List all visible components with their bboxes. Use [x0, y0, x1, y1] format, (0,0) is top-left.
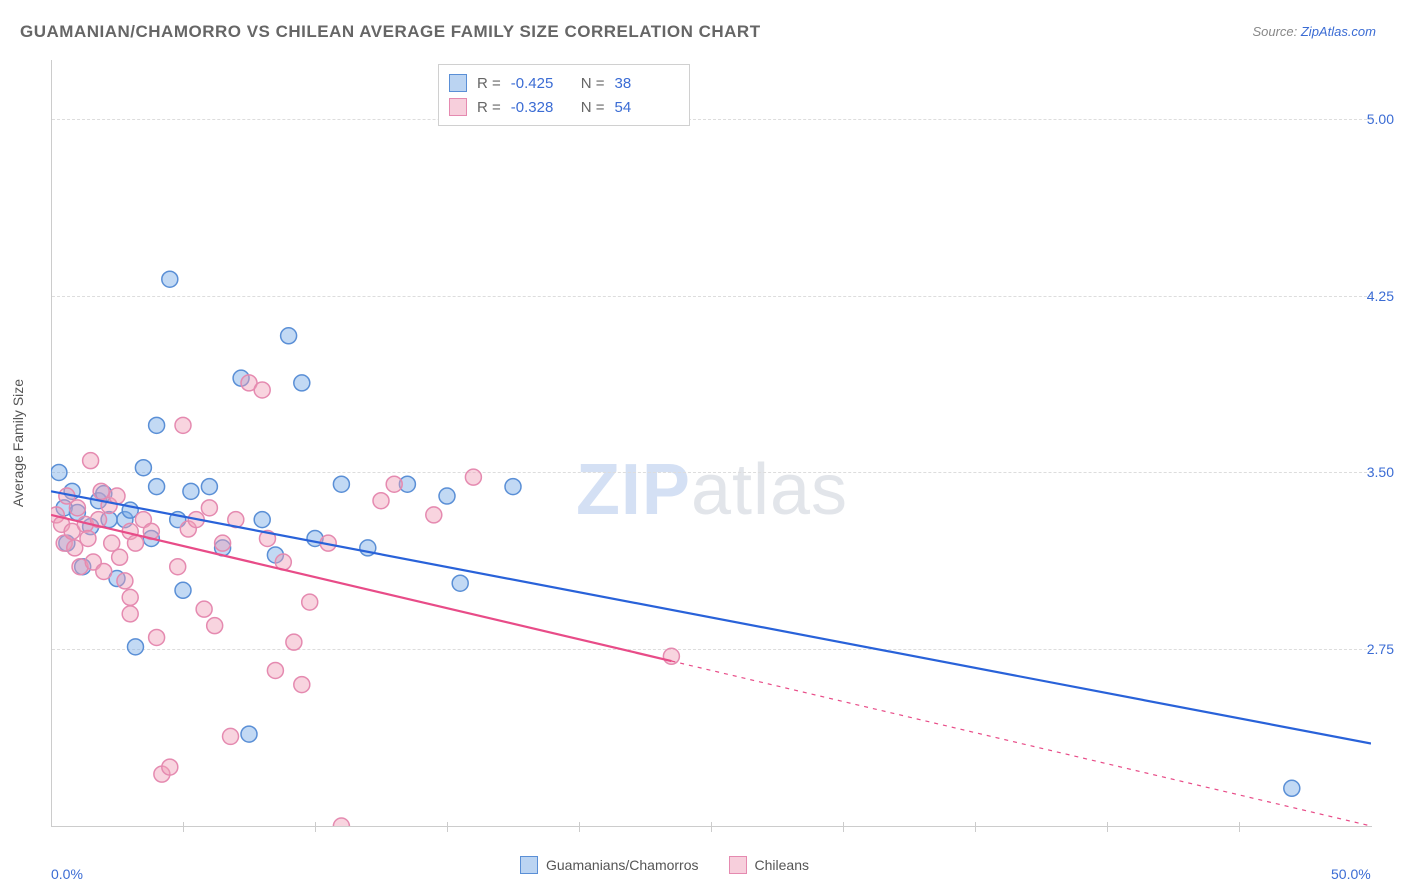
x-minor-tick: [315, 822, 316, 832]
x-minor-tick: [843, 822, 844, 832]
r-label: R =: [477, 75, 501, 92]
legend-item-chileans: Chileans: [729, 856, 809, 874]
stats-row-guamanians: R = -0.425 N = 38: [449, 71, 675, 95]
source-prefix: Source:: [1252, 24, 1300, 39]
gridline: [52, 472, 1372, 473]
source-link[interactable]: ZipAtlas.com: [1301, 24, 1376, 39]
watermark-atlas: atlas: [691, 450, 848, 530]
source-attribution: Source: ZipAtlas.com: [1252, 24, 1376, 39]
gridline: [52, 296, 1372, 297]
x-tick-label: 50.0%: [1331, 866, 1371, 882]
n-label: N =: [581, 99, 605, 116]
x-minor-tick: [183, 822, 184, 832]
legend-item-guamanians: Guamanians/Chamorros: [520, 856, 699, 874]
plot-area: ZIPatlas: [51, 60, 1372, 827]
x-minor-tick: [711, 822, 712, 832]
y-tick-label: 2.75: [1367, 641, 1394, 657]
y-axis-label: Average Family Size: [10, 379, 26, 507]
y-tick-label: 3.50: [1367, 464, 1394, 480]
swatch-blue: [520, 856, 538, 874]
series-legend: Guamanians/Chamorros Chileans: [520, 856, 809, 874]
x-minor-tick: [1107, 822, 1108, 832]
x-minor-tick: [975, 822, 976, 832]
x-minor-tick: [1239, 822, 1240, 832]
watermark-zip: ZIP: [576, 450, 691, 530]
legend-label-2: Chileans: [755, 857, 809, 873]
y-tick-label: 4.25: [1367, 288, 1394, 304]
swatch-pink: [729, 856, 747, 874]
x-minor-tick: [579, 822, 580, 832]
gridline: [52, 649, 1372, 650]
r-value-1: -0.425: [511, 75, 571, 92]
swatch-blue: [449, 74, 467, 92]
swatch-pink: [449, 98, 467, 116]
gridline: [52, 119, 1372, 120]
x-minor-tick: [447, 822, 448, 832]
n-value-1: 38: [615, 75, 675, 92]
n-label: N =: [581, 75, 605, 92]
r-value-2: -0.328: [511, 99, 571, 116]
watermark: ZIPatlas: [576, 449, 848, 531]
stats-row-chileans: R = -0.328 N = 54: [449, 95, 675, 119]
x-tick-label: 0.0%: [51, 866, 83, 882]
y-tick-label: 5.00: [1367, 111, 1394, 127]
legend-label-1: Guamanians/Chamorros: [546, 857, 699, 873]
r-label: R =: [477, 99, 501, 116]
stats-legend: R = -0.425 N = 38 R = -0.328 N = 54: [438, 64, 690, 126]
n-value-2: 54: [615, 99, 675, 116]
chart-title: GUAMANIAN/CHAMORRO VS CHILEAN AVERAGE FA…: [20, 22, 761, 42]
